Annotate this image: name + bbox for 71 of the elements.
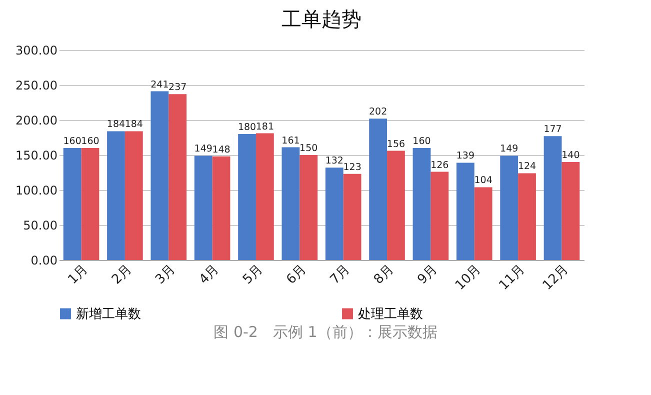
bar: [168, 94, 187, 260]
data-label: 149: [194, 144, 212, 155]
data-label: 150: [300, 143, 318, 154]
data-label: 161: [282, 135, 300, 146]
y-tick-label: 0.00: [30, 254, 58, 268]
x-tick-label: 2月: [109, 262, 135, 288]
x-tick-label: 7月: [328, 262, 354, 288]
bar: [63, 148, 82, 260]
data-label: 177: [544, 124, 562, 136]
bar: [412, 148, 431, 260]
x-tick-label: 1月: [66, 262, 92, 288]
bar: [456, 162, 474, 260]
y-tick-label: 200.00: [16, 114, 58, 128]
data-label: 104: [474, 175, 492, 186]
x-tick-label: 10月: [452, 262, 484, 294]
x-tick-label: 12月: [540, 262, 572, 294]
data-label: 184: [106, 119, 126, 130]
bar: [150, 91, 169, 260]
bar: [430, 172, 449, 260]
bar: [194, 156, 212, 260]
data-label: 132: [325, 156, 344, 167]
x-tick-label: 11月: [496, 262, 528, 294]
x-tick-label: 5月: [240, 262, 266, 288]
bar: [369, 118, 388, 260]
bar: [300, 155, 318, 260]
bar: [81, 148, 100, 260]
data-label: 202: [368, 106, 388, 118]
bar: [256, 133, 274, 260]
data-label: 123: [343, 162, 362, 173]
x-tick-label: 9月: [414, 262, 441, 288]
data-label: 237: [168, 82, 187, 94]
bar: [238, 134, 256, 260]
x-tick-label: 4月: [196, 262, 222, 288]
bar: [474, 187, 492, 260]
data-label: 124: [518, 161, 536, 172]
data-label: 180: [238, 122, 256, 133]
bar: [387, 150, 405, 260]
bar: [500, 156, 518, 260]
y-tick-label: 50.00: [23, 218, 58, 232]
data-label: 181: [256, 121, 274, 132]
x-tick-label: 8月: [371, 262, 397, 288]
data-label: 160: [63, 136, 82, 147]
data-label: 126: [430, 160, 449, 171]
data-label: 140: [562, 150, 580, 161]
data-label: 156: [386, 138, 406, 150]
data-label: 184: [124, 119, 143, 130]
data-label: 149: [500, 144, 518, 155]
data-label: 160: [81, 136, 100, 147]
data-label: 160: [412, 136, 431, 147]
y-tick-label: 100.00: [16, 184, 58, 198]
chart-title: 工单趋势: [282, 7, 362, 31]
x-tick-label: 3月: [152, 262, 179, 288]
bar: [544, 136, 562, 260]
caption: 图 0-2 示例 1（前）：展示数据: [212, 323, 438, 342]
data-label: 148: [212, 144, 230, 156]
y-tick-label: 150.00: [16, 148, 58, 162]
bar: [343, 174, 362, 260]
bar: [107, 131, 125, 260]
data-label: 241: [150, 79, 169, 90]
legend-label: 处理工单数: [358, 306, 423, 322]
bar: [124, 131, 143, 260]
bar: [518, 173, 536, 260]
x-tick-label: 6月: [284, 262, 310, 288]
bar: [212, 156, 230, 260]
bar: [562, 162, 580, 260]
y-tick-label: 250.00: [16, 78, 58, 92]
y-tick-label: 300.00: [16, 44, 58, 58]
bar: [325, 168, 344, 260]
bar: [282, 147, 300, 260]
data-label: 139: [456, 150, 474, 162]
legend-label: 新增工单数: [76, 306, 141, 322]
